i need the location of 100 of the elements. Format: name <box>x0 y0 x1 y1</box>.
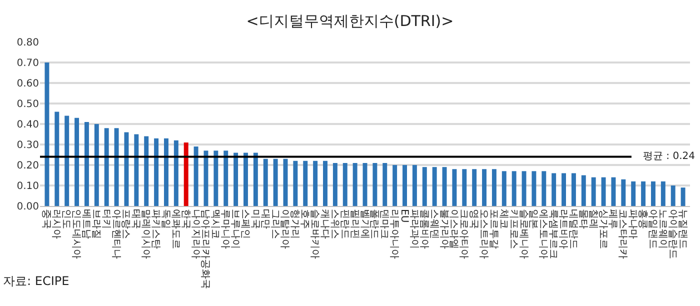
x-tick-label: 슬로바키아 <box>309 209 320 259</box>
x-tick-label: 핀란드 <box>338 209 350 239</box>
x-tick-label: 불가리아 <box>438 209 450 249</box>
y-tick-label: 0.70 <box>16 58 39 69</box>
x-tick-label: 슬로베니아 <box>518 209 529 259</box>
bar <box>194 146 198 206</box>
bar <box>224 150 228 206</box>
x-tick-label: 호주 <box>299 209 310 229</box>
bar <box>323 160 328 206</box>
bar <box>402 165 407 206</box>
x-tick-label: 스페인 <box>239 209 250 239</box>
x-tick-label: 프랑스 <box>120 209 132 239</box>
bar <box>581 175 586 206</box>
x-tick-label: 독일 <box>160 209 171 229</box>
bar <box>472 169 477 206</box>
x-tick-label: 나이지리아 <box>190 209 201 259</box>
ref-line-label: 평균 : 0.24 <box>643 151 695 162</box>
x-tick-label: 터키 <box>100 209 112 229</box>
y-tick-label: 0.30 <box>16 140 39 151</box>
bar <box>244 152 248 206</box>
bar <box>124 132 129 206</box>
x-tick-label: 에콰도르 <box>170 209 181 249</box>
x-tick-label: 리투아니아 <box>388 209 400 259</box>
x-tick-label: 덴마크 <box>378 209 390 239</box>
bar <box>422 167 427 206</box>
x-tick-label: 크로아티아 <box>458 209 470 259</box>
x-tick-label: 벨기에 <box>358 209 370 239</box>
bar <box>382 162 388 206</box>
bar <box>392 165 398 206</box>
bar <box>552 173 556 206</box>
bar <box>154 138 159 206</box>
bar <box>214 150 218 206</box>
x-tick-label: 필리핀 <box>348 209 360 239</box>
bar <box>432 167 437 206</box>
bar <box>342 162 348 206</box>
bar <box>164 138 168 206</box>
y-tick-label: 0.80 <box>16 38 39 48</box>
x-tick-label: 인도 <box>60 209 72 229</box>
bar <box>64 116 70 206</box>
bar <box>591 177 596 206</box>
x-tick-label: 인도네시아 <box>70 209 82 259</box>
bar <box>44 62 50 206</box>
x-tick-label: 루마니아 <box>220 209 231 249</box>
x-tick-label: 말레이시아 <box>140 209 152 259</box>
bar <box>303 160 308 206</box>
x-tick-label: 이탈리아 <box>279 209 290 249</box>
x-tick-label: 페루 <box>607 209 618 229</box>
bar <box>332 162 338 206</box>
bar <box>452 169 457 206</box>
bar <box>522 171 526 206</box>
x-tick-label: 남아프리카공화국 <box>200 209 211 289</box>
bar <box>562 173 566 206</box>
bar <box>174 140 178 206</box>
x-tick-label: 미국 <box>249 209 260 229</box>
bar <box>462 169 467 206</box>
bar <box>641 181 646 206</box>
text: 자료: ECIPE <box>3 274 70 288</box>
bar <box>134 134 139 206</box>
bar <box>650 181 656 206</box>
bar <box>571 173 576 206</box>
x-tick-label: 포르투갈 <box>488 209 499 249</box>
bar <box>114 128 119 206</box>
x-tick-label: 캐나다 <box>318 209 330 239</box>
x-tick-label: 태국 <box>130 209 142 229</box>
x-tick-label: 싱가포르 <box>597 209 608 249</box>
x-tick-label: 멕시코 <box>210 209 221 239</box>
bar <box>74 118 80 206</box>
bar <box>204 150 208 206</box>
bar <box>502 171 506 206</box>
x-tick-label: 러시아 <box>50 209 62 239</box>
bar <box>542 171 546 206</box>
x-tick-label: 네덜란드 <box>567 209 578 249</box>
bar <box>263 158 268 206</box>
bar <box>372 162 378 206</box>
x-tick-label: 아르헨티나 <box>110 209 122 259</box>
x-tick-label: 몰타 <box>577 209 588 229</box>
bar <box>660 181 666 206</box>
x-tick-label: 라트비아 <box>558 209 569 249</box>
y-tick-label: 0.60 <box>16 78 39 90</box>
bar <box>293 160 298 206</box>
x-tick-label: 헝가리 <box>289 209 300 239</box>
bar <box>670 186 676 206</box>
x-tick-label: 이스라엘 <box>448 209 460 249</box>
x-tick-label: 대만 <box>259 209 270 229</box>
x-tick-label: 한국 <box>180 209 191 229</box>
x-tick-label: 노르웨이 <box>656 209 668 249</box>
x-tick-label: 폴란드 <box>368 209 380 239</box>
x-tick-label: 스웨덴 <box>428 209 440 239</box>
bar <box>313 160 318 206</box>
bar <box>442 167 447 206</box>
x-tick-label: 그리스 <box>269 209 280 239</box>
bar <box>273 158 278 206</box>
y-tick-label: 0.50 <box>16 99 39 110</box>
bar <box>352 162 358 206</box>
bar <box>601 177 606 206</box>
x-tick-label: 아일랜드 <box>646 209 658 249</box>
bar <box>512 171 516 206</box>
x-tick-label: 아이슬란드 <box>666 209 678 259</box>
x-tick-label: 파라과이 <box>408 209 420 249</box>
x-tick-label: 중국 <box>40 209 52 229</box>
